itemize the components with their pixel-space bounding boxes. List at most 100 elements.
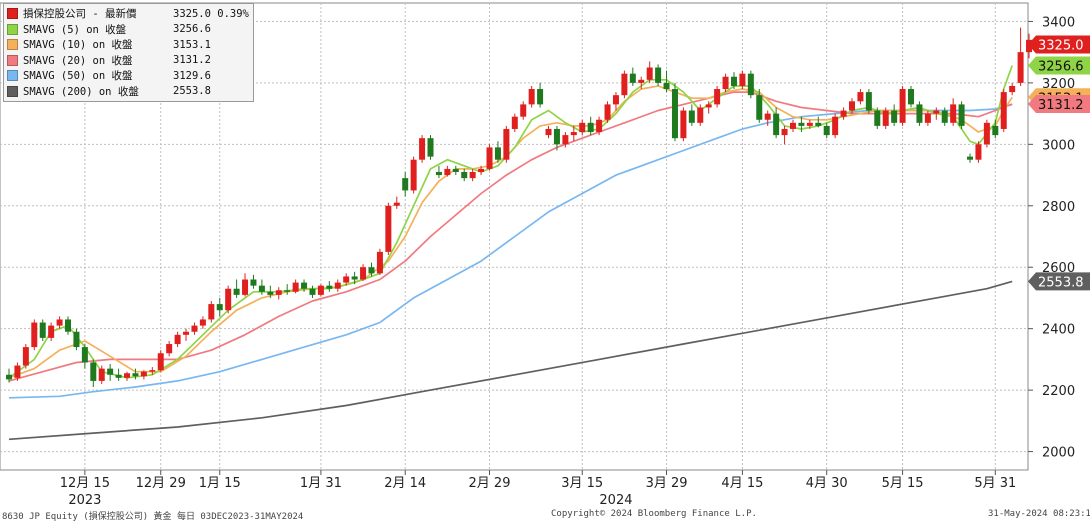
candle-body (992, 125, 999, 136)
candle-body (225, 288, 232, 311)
candle-body (764, 113, 771, 120)
x-tick-label: 5月 31 (974, 476, 1016, 491)
candle-body (81, 347, 88, 363)
candle-body (326, 285, 333, 289)
legend-series-name: SMAVG (5) on 收盤 (23, 23, 127, 36)
candle-body (317, 285, 324, 295)
candle-body (183, 331, 190, 335)
candle-body (697, 107, 704, 123)
candle-body (452, 168, 459, 172)
candle-body (107, 368, 114, 375)
x-axis: 12月 15 12月 29 1月 15 1月 31 2月 14 2月 29 3月 15 3月 … (60, 470, 1016, 508)
candle-body (916, 104, 923, 123)
candle-body (334, 282, 341, 289)
year-label: 2023 (68, 493, 101, 508)
y-tick-label: 2800 (1042, 200, 1075, 215)
candle-body (22, 347, 29, 366)
candle-body (267, 291, 274, 295)
x-tick-label: 4月 30 (806, 476, 848, 491)
candle-body (90, 362, 97, 381)
candle-body (1009, 85, 1016, 93)
candle-body (983, 122, 990, 145)
candle-body (663, 82, 670, 90)
legend-series-value: 3129.6 (173, 69, 211, 82)
candle-body (1017, 52, 1024, 83)
candle-body (48, 325, 55, 338)
y-tick-label: 2200 (1042, 384, 1075, 399)
candle-body (250, 279, 257, 286)
footer-security-info: 8630 JP Equity (損保控股公司) 黃金 每日 03DEC2023-… (2, 512, 304, 522)
legend-row: SMAVG (10) on 收盤 3153.1 (7, 37, 249, 53)
candle-body (891, 110, 898, 123)
candle-body (655, 67, 662, 83)
candle-body (242, 279, 249, 295)
candle-body (849, 101, 855, 111)
value-label-text: 3325.0 (1038, 38, 1084, 53)
candle-body (798, 122, 805, 126)
legend-series-name: SMAVG (10) on 收盤 (23, 39, 133, 52)
y-tick-label: 3400 (1042, 15, 1075, 30)
candle-body (612, 95, 619, 105)
x-tick-label: 3月 29 (646, 476, 688, 491)
y-tick-label: 2400 (1042, 323, 1075, 338)
candle-body (975, 144, 982, 160)
candle-body (604, 104, 611, 120)
candle-body (756, 95, 763, 120)
candle-body (98, 368, 105, 381)
candle-body (39, 322, 46, 338)
candle-body (461, 171, 468, 179)
candle-body (840, 110, 847, 117)
candle-body (115, 374, 122, 378)
candle-body (714, 89, 721, 105)
candle-body (208, 304, 215, 320)
candle-body (680, 110, 687, 139)
ma-line (8, 91, 1013, 382)
candle-body (301, 282, 308, 289)
x-tick-label: 12月 15 (60, 476, 110, 491)
chart-legend: 損保控股公司 - 最新價 3325.0 0.39% SMAVG (5) on 收盤 3… (3, 3, 254, 102)
candle-body (671, 89, 678, 139)
legend-series-name: 損保控股公司 - 最新價 (23, 8, 137, 21)
candle-body (284, 290, 291, 292)
y-tick-label: 2000 (1042, 446, 1075, 461)
value-label-text: 3256.6 (1038, 59, 1084, 74)
candle-body (967, 156, 974, 160)
x-tick-label: 4月 15 (721, 476, 763, 491)
candle-body (511, 116, 518, 129)
candle-body (553, 128, 560, 145)
candlesticks (6, 27, 1041, 388)
candle-body (520, 104, 527, 117)
candle-body (258, 285, 265, 292)
footer-copyright: Copyright© 2024 Bloomberg Finance L.P. (551, 509, 757, 519)
legend-row: SMAVG (20) on 收盤 3131.2 (7, 53, 249, 69)
candle-body (789, 122, 796, 129)
candle-body (233, 288, 240, 295)
legend-swatch (7, 8, 18, 20)
candle-body (309, 288, 316, 295)
candle-body (1000, 92, 1007, 129)
candle-body (419, 138, 426, 160)
legend-series-value: 3153.1 (173, 38, 211, 51)
candle-body (191, 325, 198, 332)
legend-swatch (7, 23, 18, 35)
value-label-box (1028, 272, 1090, 291)
candle-body (857, 92, 864, 102)
candle-body (174, 334, 181, 345)
candle-body (537, 89, 544, 105)
candle-body (435, 171, 442, 176)
candle-body (402, 178, 409, 191)
candle-body (882, 110, 889, 126)
candle-body (486, 147, 493, 169)
candle-body (343, 276, 350, 283)
candle-body (545, 128, 552, 136)
candle-body (149, 370, 156, 372)
candle-body (908, 89, 915, 105)
value-label-text: 2553.8 (1038, 275, 1084, 290)
legend-swatch (7, 85, 18, 97)
legend-row: SMAVG (50) on 收盤 3129.6 (7, 68, 249, 84)
candle-body (469, 171, 476, 179)
x-tick-label: 12月 29 (136, 476, 186, 491)
candle-body (596, 119, 603, 133)
